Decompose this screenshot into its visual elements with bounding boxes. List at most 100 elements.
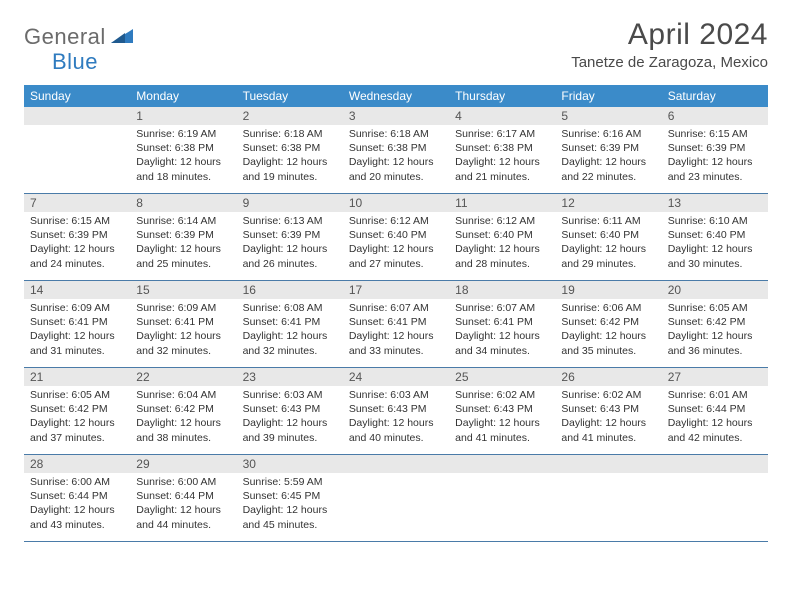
day-cell: 28Sunrise: 6:00 AMSunset: 6:44 PMDayligh… xyxy=(24,455,130,541)
day-cell xyxy=(24,107,130,193)
day-cell xyxy=(343,455,449,541)
day-number: 19 xyxy=(555,281,661,299)
day-detail: Sunrise: 6:16 AMSunset: 6:39 PMDaylight:… xyxy=(555,125,661,188)
day-detail: Sunrise: 6:14 AMSunset: 6:39 PMDaylight:… xyxy=(130,212,236,275)
day-detail: Sunrise: 6:08 AMSunset: 6:41 PMDaylight:… xyxy=(237,299,343,362)
day-number: 11 xyxy=(449,194,555,212)
weekday-header-cell: Sunday xyxy=(24,85,130,107)
day-number: 3 xyxy=(343,107,449,125)
empty-day-bar xyxy=(343,455,449,473)
weekday-header-row: SundayMondayTuesdayWednesdayThursdayFrid… xyxy=(24,85,768,107)
day-number: 21 xyxy=(24,368,130,386)
day-cell: 21Sunrise: 6:05 AMSunset: 6:42 PMDayligh… xyxy=(24,368,130,454)
day-number: 2 xyxy=(237,107,343,125)
day-number: 20 xyxy=(662,281,768,299)
day-cell xyxy=(449,455,555,541)
day-cell: 11Sunrise: 6:12 AMSunset: 6:40 PMDayligh… xyxy=(449,194,555,280)
day-number: 22 xyxy=(130,368,236,386)
day-cell: 17Sunrise: 6:07 AMSunset: 6:41 PMDayligh… xyxy=(343,281,449,367)
day-number: 6 xyxy=(662,107,768,125)
day-cell: 19Sunrise: 6:06 AMSunset: 6:42 PMDayligh… xyxy=(555,281,661,367)
week-row: 14Sunrise: 6:09 AMSunset: 6:41 PMDayligh… xyxy=(24,281,768,368)
day-cell: 27Sunrise: 6:01 AMSunset: 6:44 PMDayligh… xyxy=(662,368,768,454)
day-detail: Sunrise: 6:05 AMSunset: 6:42 PMDaylight:… xyxy=(662,299,768,362)
weeks-container: 1Sunrise: 6:19 AMSunset: 6:38 PMDaylight… xyxy=(24,107,768,542)
day-number: 28 xyxy=(24,455,130,473)
day-cell: 12Sunrise: 6:11 AMSunset: 6:40 PMDayligh… xyxy=(555,194,661,280)
day-number: 1 xyxy=(130,107,236,125)
week-row: 1Sunrise: 6:19 AMSunset: 6:38 PMDaylight… xyxy=(24,107,768,194)
location-text: Tanetze de Zaragoza, Mexico xyxy=(571,54,768,71)
empty-day-bar xyxy=(24,107,130,125)
day-cell: 13Sunrise: 6:10 AMSunset: 6:40 PMDayligh… xyxy=(662,194,768,280)
day-number: 26 xyxy=(555,368,661,386)
day-cell: 7Sunrise: 6:15 AMSunset: 6:39 PMDaylight… xyxy=(24,194,130,280)
day-detail: Sunrise: 6:18 AMSunset: 6:38 PMDaylight:… xyxy=(237,125,343,188)
day-cell: 2Sunrise: 6:18 AMSunset: 6:38 PMDaylight… xyxy=(237,107,343,193)
day-number: 24 xyxy=(343,368,449,386)
day-number: 10 xyxy=(343,194,449,212)
weekday-header-cell: Thursday xyxy=(449,85,555,107)
day-cell: 18Sunrise: 6:07 AMSunset: 6:41 PMDayligh… xyxy=(449,281,555,367)
empty-day-bar xyxy=(555,455,661,473)
day-cell: 22Sunrise: 6:04 AMSunset: 6:42 PMDayligh… xyxy=(130,368,236,454)
day-number: 7 xyxy=(24,194,130,212)
day-detail: Sunrise: 5:59 AMSunset: 6:45 PMDaylight:… xyxy=(237,473,343,536)
day-cell xyxy=(662,455,768,541)
day-cell: 4Sunrise: 6:17 AMSunset: 6:38 PMDaylight… xyxy=(449,107,555,193)
day-cell: 8Sunrise: 6:14 AMSunset: 6:39 PMDaylight… xyxy=(130,194,236,280)
day-detail: Sunrise: 6:13 AMSunset: 6:39 PMDaylight:… xyxy=(237,212,343,275)
day-cell: 9Sunrise: 6:13 AMSunset: 6:39 PMDaylight… xyxy=(237,194,343,280)
day-detail: Sunrise: 6:17 AMSunset: 6:38 PMDaylight:… xyxy=(449,125,555,188)
day-cell: 3Sunrise: 6:18 AMSunset: 6:38 PMDaylight… xyxy=(343,107,449,193)
day-cell: 15Sunrise: 6:09 AMSunset: 6:41 PMDayligh… xyxy=(130,281,236,367)
day-number: 17 xyxy=(343,281,449,299)
empty-day-bar xyxy=(449,455,555,473)
day-number: 12 xyxy=(555,194,661,212)
day-number: 18 xyxy=(449,281,555,299)
day-number: 27 xyxy=(662,368,768,386)
day-detail: Sunrise: 6:02 AMSunset: 6:43 PMDaylight:… xyxy=(555,386,661,449)
day-number: 29 xyxy=(130,455,236,473)
day-number: 4 xyxy=(449,107,555,125)
month-title: April 2024 xyxy=(571,18,768,52)
empty-day-bar xyxy=(662,455,768,473)
day-cell: 6Sunrise: 6:15 AMSunset: 6:39 PMDaylight… xyxy=(662,107,768,193)
day-detail: Sunrise: 6:07 AMSunset: 6:41 PMDaylight:… xyxy=(343,299,449,362)
week-row: 28Sunrise: 6:00 AMSunset: 6:44 PMDayligh… xyxy=(24,455,768,542)
day-detail: Sunrise: 6:00 AMSunset: 6:44 PMDaylight:… xyxy=(130,473,236,536)
day-number: 25 xyxy=(449,368,555,386)
day-detail: Sunrise: 6:15 AMSunset: 6:39 PMDaylight:… xyxy=(662,125,768,188)
day-detail: Sunrise: 6:01 AMSunset: 6:44 PMDaylight:… xyxy=(662,386,768,449)
day-detail: Sunrise: 6:03 AMSunset: 6:43 PMDaylight:… xyxy=(237,386,343,449)
day-detail: Sunrise: 6:02 AMSunset: 6:43 PMDaylight:… xyxy=(449,386,555,449)
day-cell: 14Sunrise: 6:09 AMSunset: 6:41 PMDayligh… xyxy=(24,281,130,367)
day-number: 16 xyxy=(237,281,343,299)
day-number: 8 xyxy=(130,194,236,212)
week-row: 21Sunrise: 6:05 AMSunset: 6:42 PMDayligh… xyxy=(24,368,768,455)
day-detail: Sunrise: 6:00 AMSunset: 6:44 PMDaylight:… xyxy=(24,473,130,536)
day-cell: 20Sunrise: 6:05 AMSunset: 6:42 PMDayligh… xyxy=(662,281,768,367)
calendar-page: General April 2024 Tanetze de Zaragoza, … xyxy=(0,0,792,560)
day-number: 30 xyxy=(237,455,343,473)
day-cell: 26Sunrise: 6:02 AMSunset: 6:43 PMDayligh… xyxy=(555,368,661,454)
day-cell: 5Sunrise: 6:16 AMSunset: 6:39 PMDaylight… xyxy=(555,107,661,193)
day-detail: Sunrise: 6:04 AMSunset: 6:42 PMDaylight:… xyxy=(130,386,236,449)
day-number: 9 xyxy=(237,194,343,212)
day-cell xyxy=(555,455,661,541)
weekday-header-cell: Tuesday xyxy=(237,85,343,107)
brand-text-blue: Blue xyxy=(52,49,98,75)
calendar-grid: SundayMondayTuesdayWednesdayThursdayFrid… xyxy=(24,85,768,542)
weekday-header-cell: Saturday xyxy=(662,85,768,107)
weekday-header-cell: Monday xyxy=(130,85,236,107)
day-cell: 29Sunrise: 6:00 AMSunset: 6:44 PMDayligh… xyxy=(130,455,236,541)
brand-triangle-icon xyxy=(111,27,133,48)
brand-text-general: General xyxy=(24,24,106,50)
weekday-header-cell: Friday xyxy=(555,85,661,107)
day-detail: Sunrise: 6:07 AMSunset: 6:41 PMDaylight:… xyxy=(449,299,555,362)
day-detail: Sunrise: 6:11 AMSunset: 6:40 PMDaylight:… xyxy=(555,212,661,275)
brand-logo: General xyxy=(24,24,135,50)
day-detail: Sunrise: 6:05 AMSunset: 6:42 PMDaylight:… xyxy=(24,386,130,449)
day-detail: Sunrise: 6:15 AMSunset: 6:39 PMDaylight:… xyxy=(24,212,130,275)
day-cell: 1Sunrise: 6:19 AMSunset: 6:38 PMDaylight… xyxy=(130,107,236,193)
